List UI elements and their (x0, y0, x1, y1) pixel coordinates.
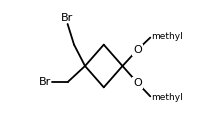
Text: Br: Br (61, 13, 73, 23)
Text: Br: Br (39, 77, 51, 86)
Text: methyl: methyl (151, 93, 183, 102)
Text: methyl: methyl (151, 32, 183, 41)
Text: O: O (133, 78, 142, 88)
Text: O: O (133, 45, 142, 55)
